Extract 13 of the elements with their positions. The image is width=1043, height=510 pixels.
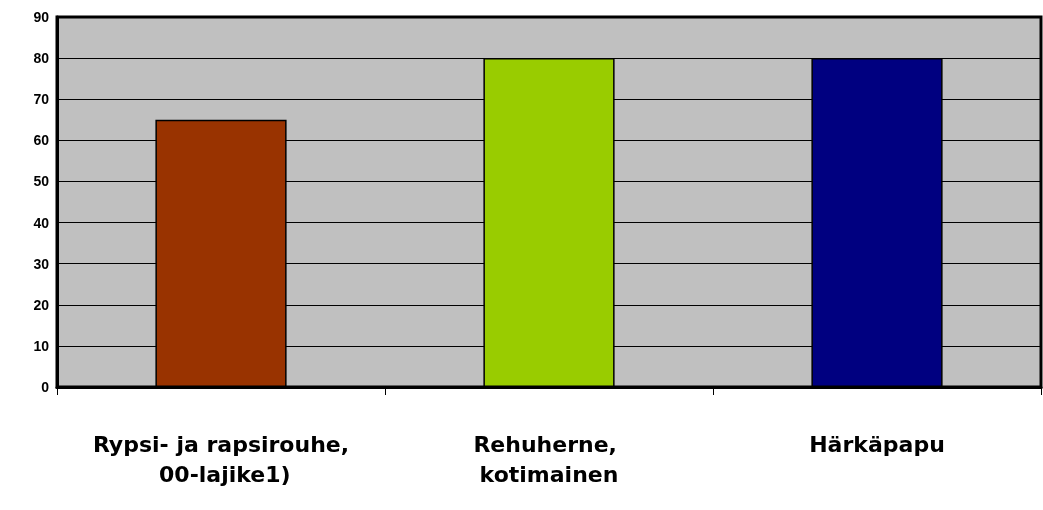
y-tick-label: 90 xyxy=(33,9,50,25)
x-tick-label: Rehuherne, kotimainen xyxy=(473,431,625,487)
y-tick-label: 60 xyxy=(33,132,50,149)
y-tick-label: 80 xyxy=(33,50,50,67)
y-tick-label: 70 xyxy=(33,91,50,108)
y-tick-label: 20 xyxy=(33,296,50,313)
y-tick-label: 10 xyxy=(33,337,50,354)
y-tick-label: 50 xyxy=(33,173,50,190)
y-tick-label: 0 xyxy=(41,379,50,395)
x-tick-label: Härkäpapu xyxy=(809,431,945,457)
x-tick-label: Rypsi- ja rapsirouhe, 00-lajike1) xyxy=(92,431,350,487)
y-tick-label: 40 xyxy=(33,214,50,231)
y-tick-label: 30 xyxy=(33,255,50,272)
